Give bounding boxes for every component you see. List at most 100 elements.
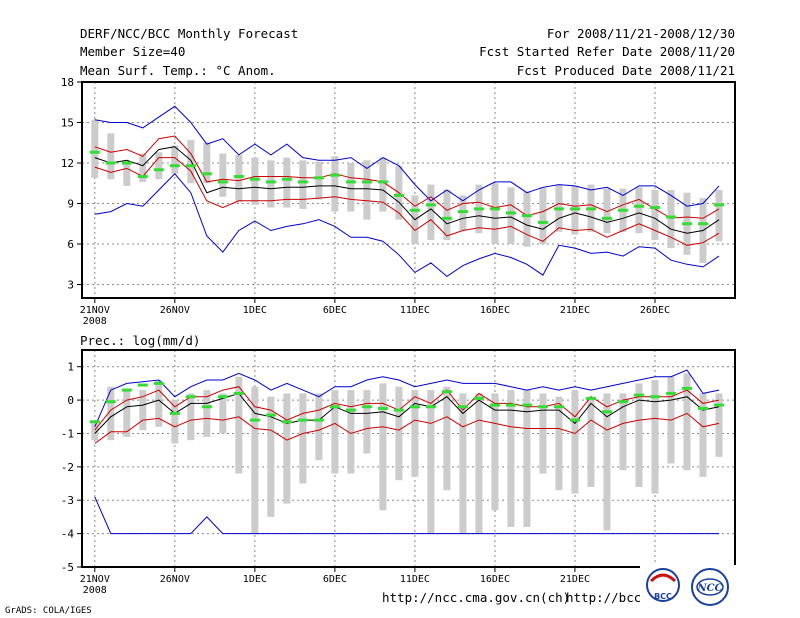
spread-box [155, 152, 163, 180]
control-marker [473, 207, 484, 211]
control-marker [697, 222, 708, 226]
spread-box [331, 156, 339, 212]
control-marker [121, 161, 132, 165]
spread-box [251, 386, 259, 534]
control-marker [377, 180, 388, 184]
spread-box [187, 140, 195, 184]
control-marker [89, 420, 100, 424]
spread-box [219, 393, 227, 434]
spread-box [171, 400, 179, 444]
control-marker [681, 222, 692, 226]
control-marker [521, 214, 532, 218]
control-marker [313, 176, 324, 180]
spread-box [283, 393, 291, 504]
control-marker [233, 391, 244, 395]
x-tick-label: 1DEC [243, 305, 267, 316]
control-marker [601, 216, 612, 220]
control-marker [153, 168, 164, 172]
x-tick-label: 26NOV [160, 305, 190, 316]
control-marker [537, 220, 548, 224]
control-marker [329, 405, 340, 409]
spread-lower-line [94, 157, 720, 246]
x-tick-label: 16DEC [480, 305, 510, 316]
spread-box [667, 190, 675, 249]
x-tick-label: 1DEC [243, 574, 267, 585]
x-tick-sublabel: 2008 [83, 316, 107, 327]
spread-box [187, 393, 195, 441]
header-title: DERF/NCC/BCC Monthly Forecast [80, 26, 299, 41]
control-marker [521, 403, 532, 407]
control-marker [425, 203, 436, 207]
spread-box [315, 393, 323, 461]
spread-box [587, 400, 595, 487]
svg-text:BCC: BCC [654, 592, 672, 601]
control-marker [393, 408, 404, 412]
spread-box [107, 133, 115, 180]
spread-box [651, 190, 659, 240]
ensemble-mean-line [94, 392, 720, 434]
control-marker [441, 390, 452, 394]
control-marker [105, 161, 116, 165]
control-marker [121, 388, 132, 392]
y-tick-label: 15 [61, 117, 74, 130]
control-marker [537, 405, 548, 409]
spread-box [203, 390, 211, 437]
y-tick-label: 3 [67, 279, 74, 292]
spread-box [235, 154, 243, 203]
spread-box [411, 390, 419, 477]
ensemble-min-line [94, 496, 719, 535]
x-tick-label: 21DEC [560, 305, 590, 316]
spread-box [507, 390, 515, 527]
spread-box [523, 390, 531, 527]
x-tick-label: 11DEC [400, 574, 430, 585]
grads-credit: GrADS: COLA/IGES [5, 606, 92, 616]
spread-box [139, 153, 147, 182]
control-marker [297, 180, 308, 184]
ensemble-min-line [94, 173, 720, 278]
control-marker [249, 177, 260, 181]
spread-box [363, 390, 371, 454]
spread-box [603, 188, 611, 234]
spread-box [379, 383, 387, 511]
spread-box [91, 423, 99, 441]
spread-box [491, 183, 499, 244]
ncc-logo: NCC [691, 568, 729, 606]
x-tick-label: 6DEC [323, 305, 347, 316]
control-marker [201, 405, 212, 409]
spread-box [267, 160, 275, 208]
control-marker [713, 403, 724, 407]
precip-title: Prec.: log(mm/d) [80, 333, 201, 348]
spread-box [507, 187, 515, 244]
spread-box [715, 393, 723, 457]
spread-box [267, 396, 275, 517]
control-marker [233, 175, 244, 178]
spread-box [539, 187, 547, 244]
control-marker [345, 180, 356, 184]
spread-lower-line [94, 412, 720, 444]
control-marker [297, 418, 308, 422]
spread-box [171, 145, 179, 174]
svg-text:NCC: NCC [696, 583, 722, 594]
control-marker [505, 403, 516, 407]
spread-box [347, 163, 355, 212]
control-marker [553, 207, 564, 211]
bcc-logo: BCC [646, 568, 680, 602]
logos: BCC NCC [640, 565, 740, 611]
y-tick-label: 0 [67, 394, 74, 407]
control-marker [425, 405, 436, 409]
url-bcc[interactable]: http://bcc. [566, 590, 649, 605]
spread-box [299, 160, 307, 209]
x-tick-label: 21NOV [80, 574, 110, 585]
url-ncc[interactable]: http://ncc.cma.gov.cn(ch) [382, 590, 571, 605]
y-tick-label: -2 [61, 461, 74, 474]
spread-box [603, 393, 611, 531]
control-marker [265, 180, 276, 184]
header-member-size: Member Size=40 [80, 44, 186, 59]
control-marker [633, 393, 644, 397]
control-marker [345, 408, 356, 412]
control-marker [185, 395, 196, 399]
spread-box [347, 390, 355, 474]
y-tick-label: -5 [61, 561, 74, 574]
